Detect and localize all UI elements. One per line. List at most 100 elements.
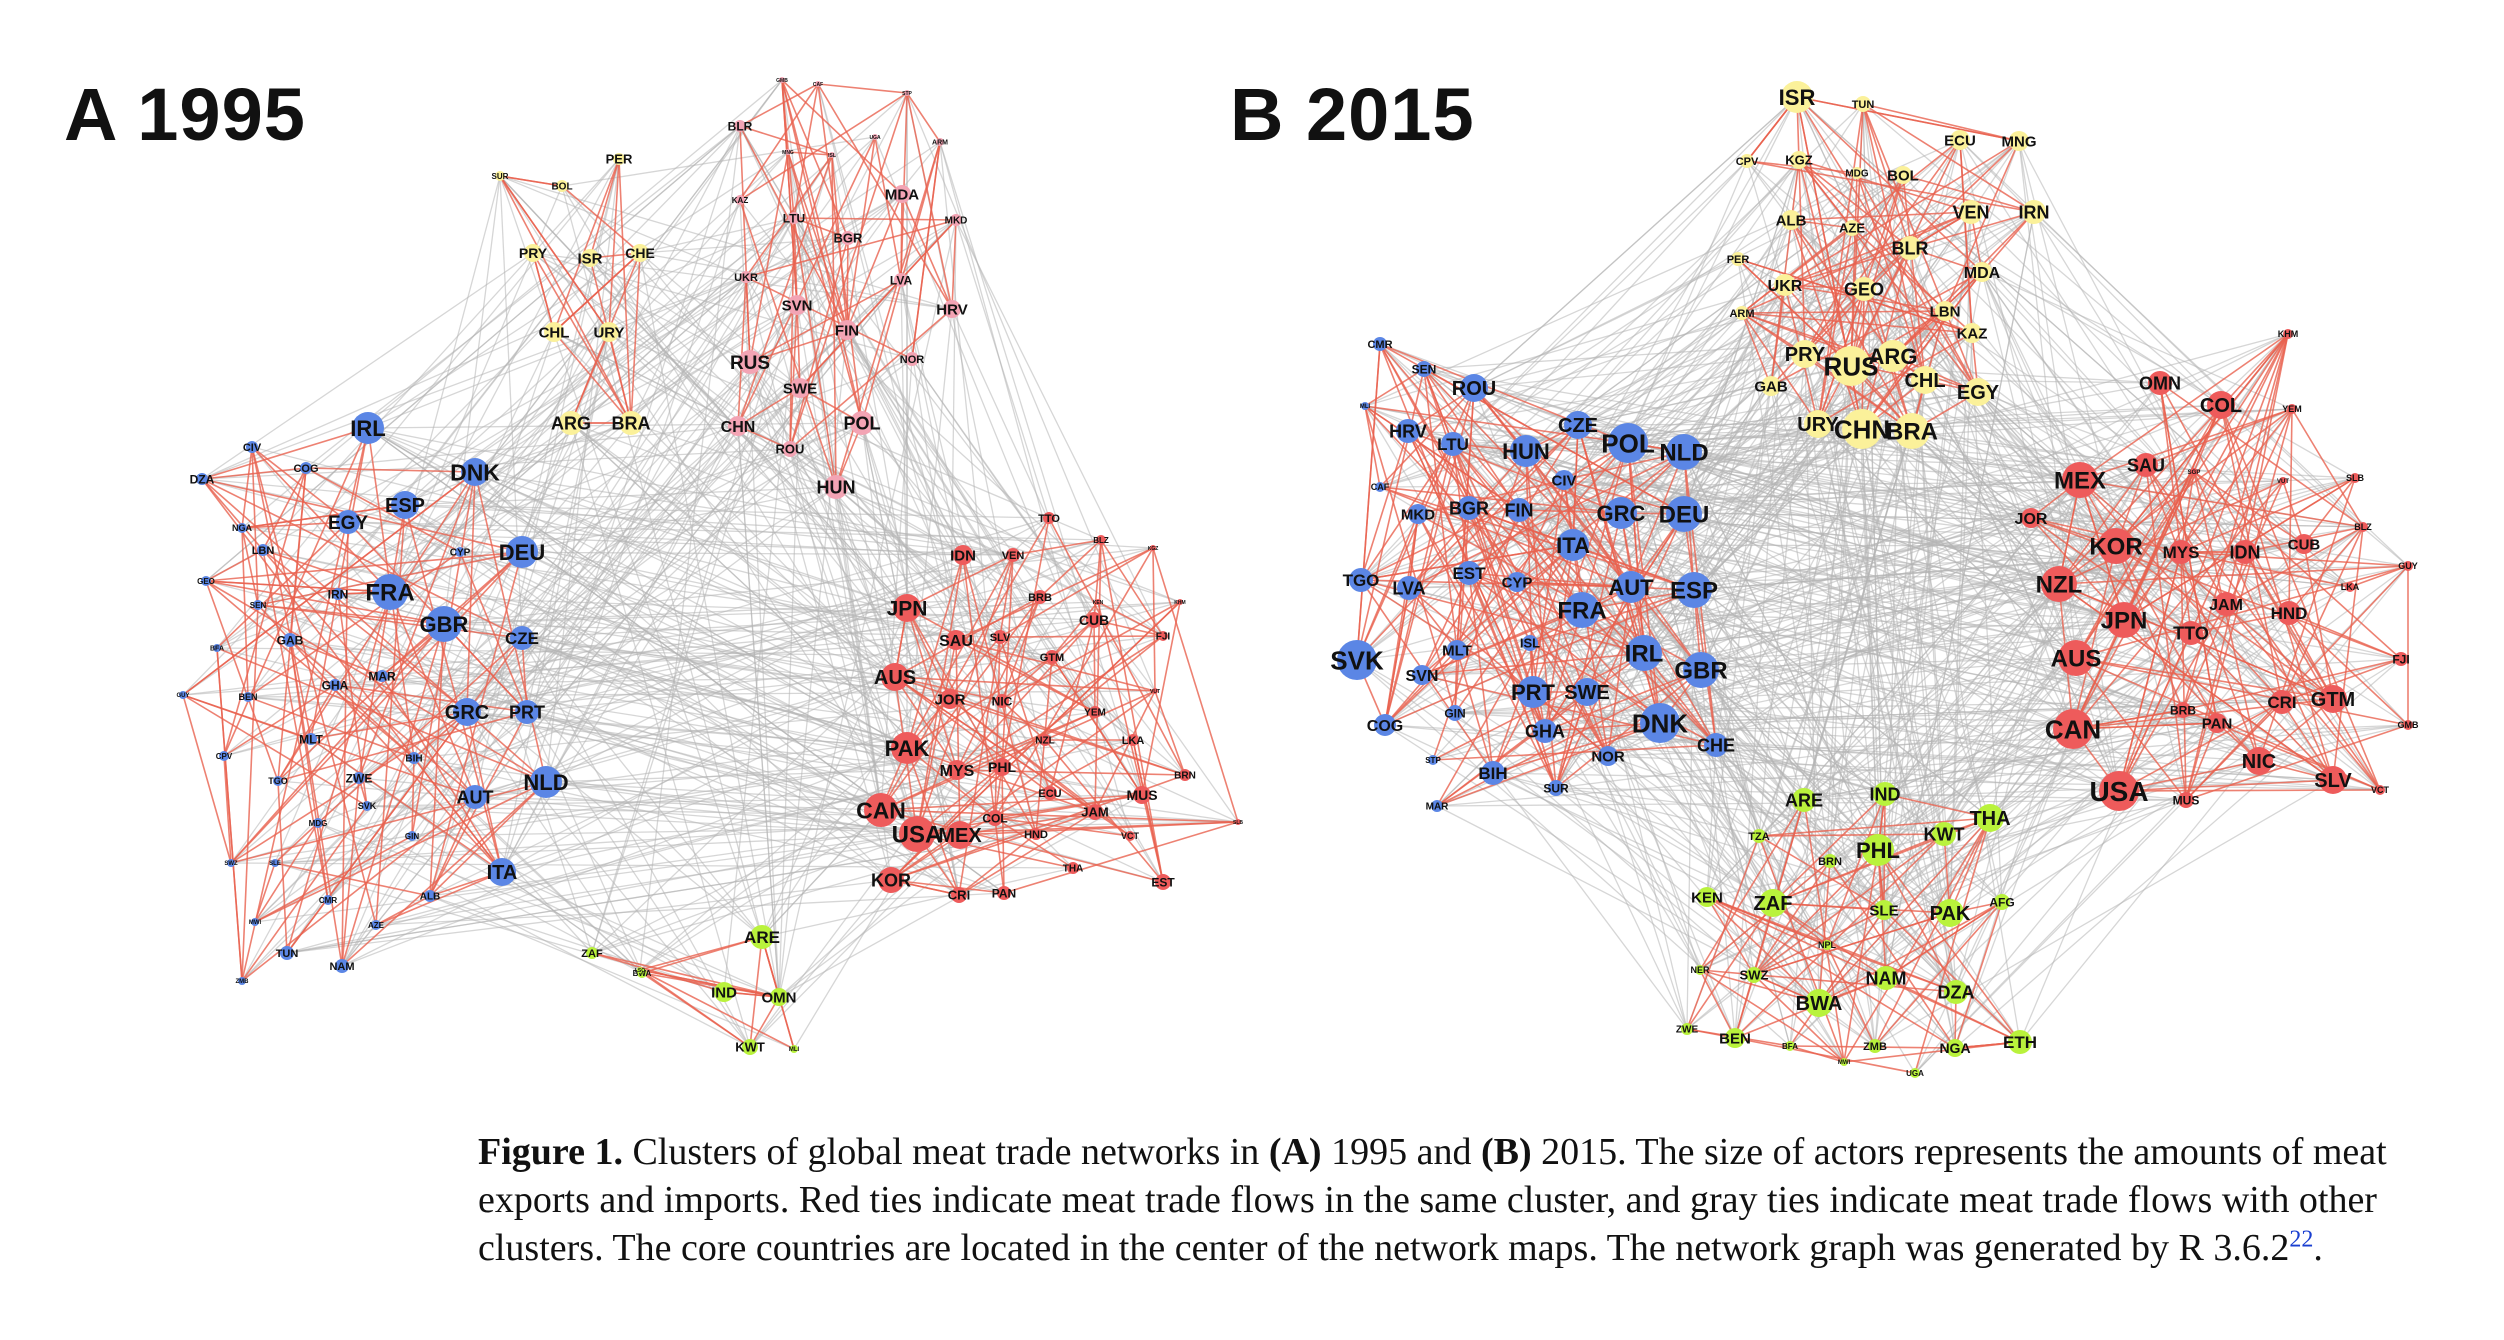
node-are: ARE [1785, 788, 1823, 812]
node-circle [581, 249, 599, 267]
red-tie [1909, 211, 2035, 249]
node-label: EGY [1957, 382, 2000, 404]
node-circle [1533, 719, 1557, 743]
gray-tie [499, 175, 763, 938]
red-tie [2180, 333, 2289, 553]
red-tie [1620, 512, 1661, 724]
node-circle [2169, 540, 2193, 564]
node-circle [1805, 989, 1833, 1017]
red-tie [358, 471, 476, 779]
red-tie [251, 446, 349, 523]
node-sur: SUR [492, 171, 509, 181]
node-label: USA [2089, 776, 2148, 807]
gray-tie [1659, 159, 1800, 724]
node-label: FJI [2392, 652, 2409, 666]
node-label: JOR [935, 691, 966, 708]
gray-tie [749, 361, 918, 835]
node-label: USA [892, 822, 943, 849]
node-nor: NOR [1591, 746, 1625, 766]
node-circle [336, 510, 360, 534]
red-tie [1741, 312, 1772, 387]
node-label: NPL [1818, 940, 1837, 950]
red-tie [737, 387, 801, 427]
node-label: MKD [1401, 506, 1435, 523]
red-tie [182, 471, 476, 696]
node-label: SLB [1233, 820, 1243, 826]
gray-tie [955, 219, 1164, 637]
red-tie [906, 607, 1037, 835]
node-circle [735, 195, 745, 205]
node-circle [2233, 540, 2257, 564]
red-tie [474, 471, 547, 783]
red-tie [1364, 368, 1425, 407]
node-kwt: KWT [1924, 822, 1964, 846]
red-tie [1384, 589, 1695, 726]
red-tie [2185, 408, 2293, 801]
node-circle [1608, 423, 1648, 463]
node-circle [1946, 1039, 1964, 1057]
node-circle [1598, 746, 1618, 766]
node-jor: JOR [935, 689, 966, 709]
red-tie [1850, 174, 1904, 367]
gray-tie [1803, 583, 2060, 801]
gray-tie [1555, 479, 2081, 789]
node-aut: AUT [457, 785, 494, 809]
node-circle [1898, 236, 1922, 260]
gray-tie [1911, 430, 2117, 547]
node-circle [213, 644, 221, 652]
node-circle [371, 920, 381, 930]
node-isr: ISR [577, 249, 603, 267]
red-tie [1468, 572, 1494, 774]
node-circle [824, 475, 848, 499]
node-afg: AFG [1989, 894, 2015, 910]
node-bra: BRA [1886, 413, 1938, 449]
gray-tie [404, 486, 837, 506]
node-circle [2099, 771, 2139, 811]
node-swz: SWZ [224, 859, 238, 867]
node-label: KGZ [1785, 153, 1813, 168]
node-label: MEX [2054, 468, 2106, 495]
node-circle [1615, 571, 1647, 603]
node-vct: VCT [1121, 831, 1140, 841]
red-tie [894, 676, 1003, 702]
node-label: KWT [735, 1040, 765, 1055]
red-tie [1817, 227, 1853, 425]
node-circle [2277, 601, 2301, 625]
red-tie [1863, 140, 2020, 290]
node-circle [2245, 747, 2273, 775]
node-ltu: LTU [1437, 432, 1469, 456]
caption-reference[interactable]: 22 [2289, 1226, 2314, 1253]
red-tie [2072, 722, 2218, 730]
node-label: SWZ [224, 861, 238, 867]
node-arg: ARG [551, 411, 591, 435]
red-tie [1699, 860, 1831, 971]
gray-tie [1884, 408, 2293, 795]
node-circle [1626, 635, 1662, 671]
node-circle [273, 776, 283, 786]
red-tie [1892, 211, 2035, 357]
red-tie [2180, 551, 2409, 567]
node-label: ARG [551, 413, 591, 433]
caption-panel-a: (A) [1268, 1131, 1322, 1173]
red-tie [781, 79, 863, 424]
node-label: CHN [721, 419, 756, 436]
node-label: GHA [322, 678, 349, 692]
node-circle [997, 886, 1011, 900]
node-circle [1894, 166, 1912, 184]
gray-tie [1630, 586, 1876, 1047]
node-deu: DEU [1659, 496, 1709, 532]
node-circle [556, 180, 568, 192]
red-tie [2058, 583, 2334, 781]
node-swe: SWE [783, 378, 817, 398]
node-circle [1095, 599, 1101, 605]
gray-tie [591, 769, 958, 954]
red-tie [1818, 909, 1885, 1004]
node-label: CHN [1834, 414, 1890, 444]
red-tie [1093, 619, 1096, 713]
gray-tie [367, 422, 863, 429]
red-tie [951, 219, 957, 310]
red-tie [1544, 669, 1702, 732]
node-label: SUR [492, 172, 509, 181]
red-tie [205, 549, 264, 582]
gray-tie [900, 279, 908, 609]
